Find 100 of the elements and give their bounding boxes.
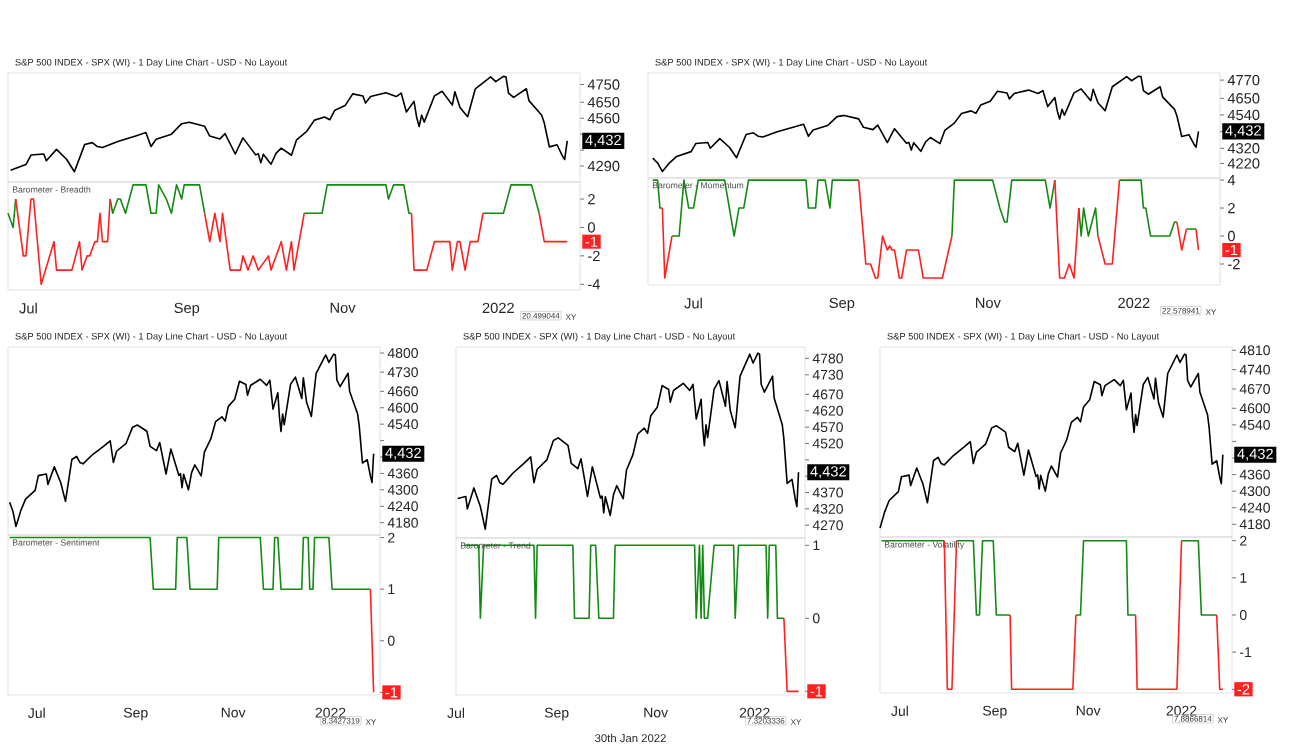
y-tick-label: 0 <box>387 635 395 646</box>
y-tick-label: 4740 <box>1239 364 1270 375</box>
x-tick-label: Sep <box>544 707 569 721</box>
y-tick-label: 4780 <box>812 353 843 364</box>
chart-title: S&P 500 INDEX - SPX (WI) - 1 Day Line Chart - USD - No Layout <box>15 332 288 342</box>
text: 7.8866814 <box>1174 715 1212 722</box>
text: XY <box>365 719 377 725</box>
y-tick-label: 0 <box>812 613 820 624</box>
line-series <box>8 353 375 528</box>
y-tick-label: 2 <box>1228 202 1235 214</box>
line-series <box>879 353 1224 529</box>
y-tick-label: 1 <box>388 584 395 594</box>
y-tick-label: 2 <box>1240 535 1247 546</box>
annotation: 4,432 <box>1237 448 1273 461</box>
y-tick-label: 4240 <box>387 501 418 512</box>
y-tick-label: 4300 <box>1239 486 1270 497</box>
y-tick-label: 4370 <box>812 487 843 498</box>
text: 30th Jan 2022 <box>595 733 666 743</box>
x-tick-label: Sep <box>829 297 855 311</box>
x-tick-label: Nov <box>1076 705 1101 716</box>
text: XY <box>565 314 577 320</box>
y-tick-label: 0 <box>587 222 595 233</box>
x-tick-label: Nov <box>976 297 1001 308</box>
text: 7.3203336 <box>747 717 785 724</box>
y-tick-label: 4670 <box>812 389 843 400</box>
y-tick-label: -2 <box>1228 258 1240 270</box>
chart-title: Barometer - Breadth <box>12 186 91 193</box>
y-tick-label: 0 <box>1227 230 1235 242</box>
text: 22.578941 <box>1162 307 1200 314</box>
y-tick-label: -2 <box>588 250 600 261</box>
y-tick-label: 4620 <box>812 405 843 416</box>
y-tick-label: 2 <box>388 532 395 543</box>
y-tick-label: 4730 <box>812 369 843 380</box>
x-tick-label: Jul <box>28 707 45 718</box>
x-tick-label: Jul <box>19 302 37 314</box>
y-tick-label: 4290 <box>587 160 620 172</box>
x-tick-label: 2022 <box>482 302 514 314</box>
x-tick-label: 2022 <box>315 707 346 718</box>
x-tick-label: Nov <box>330 302 356 313</box>
y-tick-label: 4240 <box>1239 502 1270 513</box>
x-tick-label: Nov <box>221 707 246 718</box>
text: XY <box>1217 717 1229 723</box>
x-tick-label: Jul <box>684 297 702 309</box>
y-tick-label: -1 <box>1240 647 1252 657</box>
annotation: 4,432 <box>810 466 846 479</box>
chart-title: S&P 500 INDEX - SPX (WI) - 1 Day Line Chart - USD - No Layout <box>655 58 928 68</box>
chart-title: S&P 500 INDEX - SPX (WI) - 1 Day Line Chart - USD - No Layout <box>887 332 1160 342</box>
annotation: 4,432 <box>585 134 621 147</box>
chart-title: S&P 500 INDEX - SPX (WI) - 1 Day Line Chart - USD - No Layout <box>15 58 288 68</box>
y-tick-label: 4320 <box>812 503 843 514</box>
annotation: 4,432 <box>385 447 421 460</box>
y-tick-label: 4270 <box>812 520 843 531</box>
chart-title: S&P 500 INDEX - SPX (WI) - 1 Day Line Chart - USD - No Layout <box>463 332 736 342</box>
x-tick-label: 2022 <box>1118 297 1150 309</box>
y-tick-label: 0 <box>1239 610 1247 620</box>
line-series <box>9 75 569 173</box>
y-tick-label: 4730 <box>387 367 418 378</box>
line-series <box>456 352 800 530</box>
y-tick-label: 2 <box>588 193 595 205</box>
y-tick-label: 4360 <box>387 468 418 479</box>
y-tick-label: 4800 <box>387 348 418 358</box>
y-tick-label: 4540 <box>387 419 418 430</box>
y-tick-label: 4220 <box>1227 158 1260 169</box>
y-tick-label: 4670 <box>1239 384 1270 394</box>
text: 20.499044 <box>522 312 560 319</box>
y-tick-label: 4540 <box>1227 109 1260 121</box>
y-tick-label: -4 <box>588 279 600 290</box>
x-tick-label: Sep <box>174 302 200 316</box>
y-tick-label: 4360 <box>1239 469 1270 480</box>
y-tick-label: 4180 <box>1239 519 1270 530</box>
y-tick-label: 4300 <box>387 484 418 495</box>
chart-title: Barometer - Sentiment <box>12 539 100 546</box>
y-tick-label: 4560 <box>587 113 620 124</box>
y-tick-label: 4650 <box>1227 93 1260 104</box>
y-tick-label: 4810 <box>1239 345 1270 356</box>
y-tick-label: 4180 <box>387 517 418 528</box>
y-tick-label: 4520 <box>812 438 843 449</box>
y-tick-label: 4770 <box>1227 74 1260 86</box>
x-tick-label: 2022 <box>739 707 770 718</box>
y-tick-label: 4660 <box>387 386 418 397</box>
x-tick-label: Sep <box>982 705 1007 719</box>
y-tick-label: 4570 <box>812 422 843 433</box>
x-tick-label: Jul <box>447 707 465 718</box>
y-tick-label: 1 <box>813 540 820 551</box>
y-tick-label: 4750 <box>587 79 620 90</box>
text: 8.3427319 <box>322 717 360 724</box>
y-tick-label: 4650 <box>587 97 620 108</box>
x-tick-label: Jul <box>891 705 908 716</box>
y-tick-label: 4600 <box>387 402 418 413</box>
y-tick-label: 4600 <box>1239 403 1270 414</box>
x-tick-label: 2022 <box>1166 705 1197 716</box>
text: XY <box>790 719 802 725</box>
x-tick-label: Nov <box>644 707 669 718</box>
y-tick-label: 4 <box>1227 175 1236 186</box>
text: XY <box>1205 309 1217 315</box>
y-tick-label: 1 <box>1240 573 1247 583</box>
x-tick-label: Sep <box>123 707 148 721</box>
line-series <box>651 75 1200 173</box>
annotation: 4,432 <box>1225 125 1261 138</box>
y-tick-label: 4540 <box>1239 419 1270 430</box>
